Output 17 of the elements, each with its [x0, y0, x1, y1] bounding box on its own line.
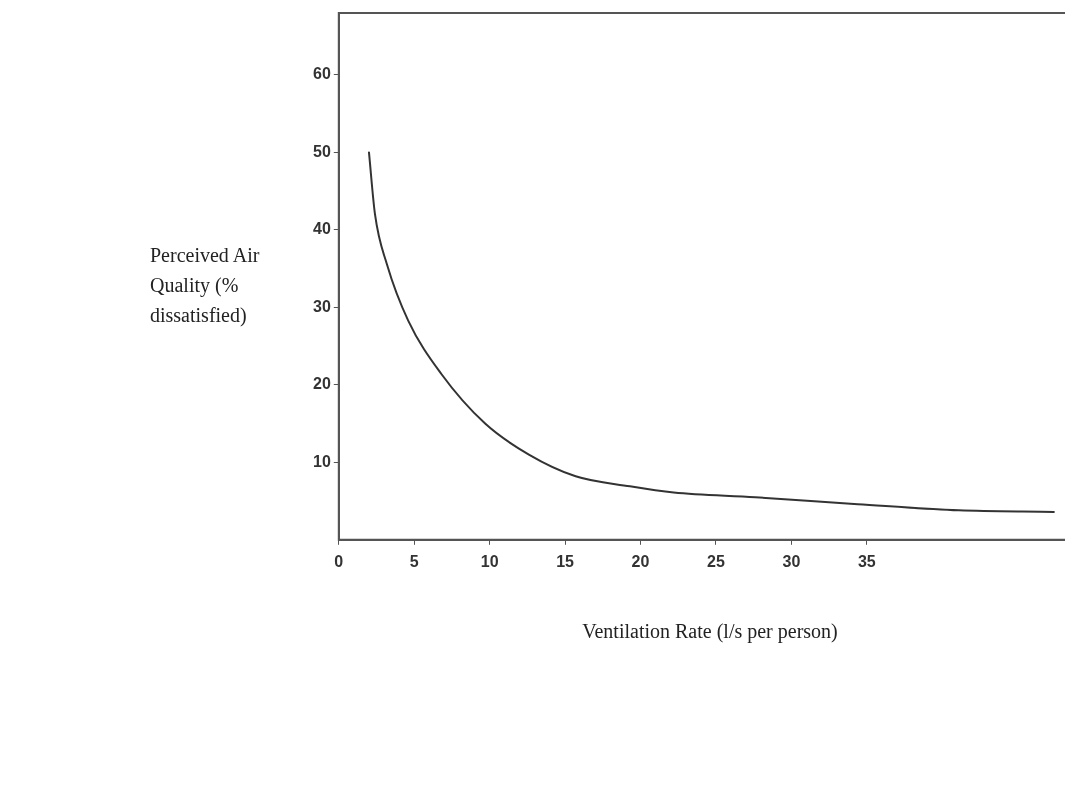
x-tick-label: 30: [782, 552, 801, 570]
y-tick-label: 40: [313, 220, 331, 238]
y-tick-label: 20: [313, 375, 331, 393]
x-tick-label: 10: [480, 552, 499, 570]
y-axis-title: Perceived Air Quality (% dissatisfied): [150, 243, 261, 328]
x-tick-label: 0: [334, 552, 344, 570]
x-axis-title: Ventilation Rate (l/s per person): [581, 620, 839, 643]
y-tick-label: 30: [313, 297, 331, 315]
x-tick-label: 20: [631, 552, 650, 570]
x-tick-label: 5: [409, 552, 419, 570]
y-tick-label: 10: [313, 452, 331, 470]
x-tick-label: 25: [707, 552, 725, 570]
y-tick-label: 60: [313, 65, 331, 83]
y-tick-label: 50: [313, 142, 331, 160]
line-series: [367, 151, 1055, 513]
x-tick-label: 15: [556, 552, 575, 570]
x-tick-label: 35: [857, 552, 876, 570]
